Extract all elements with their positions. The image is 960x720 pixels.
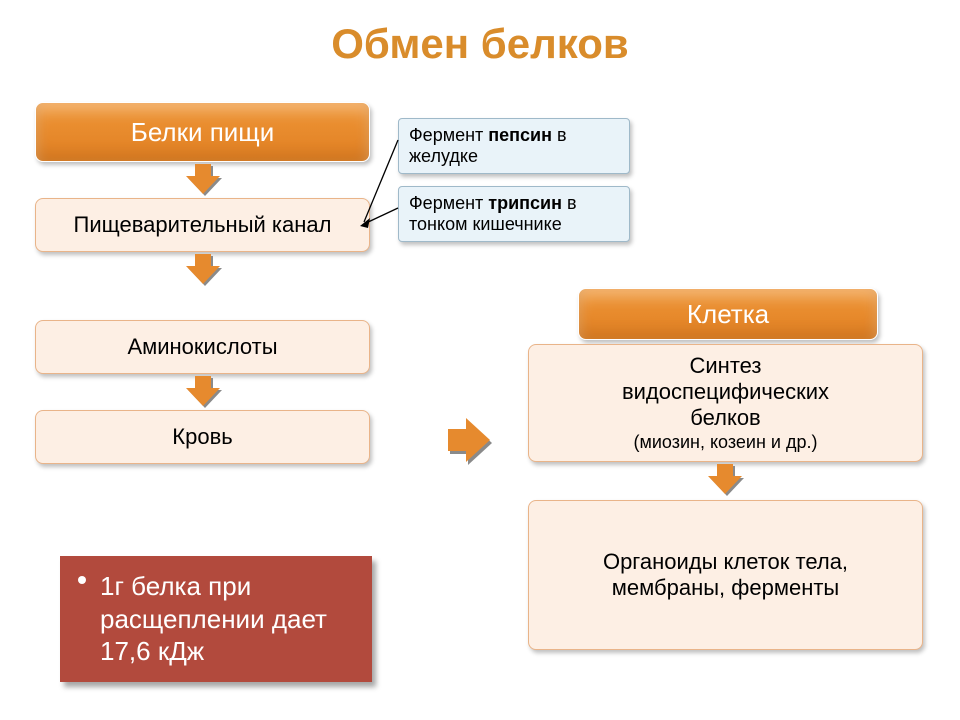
box-synthesis: Синтез видоспецифических белков (миозин,…	[528, 344, 923, 462]
label: Аминокислоты	[127, 334, 277, 360]
label: Кровь	[172, 424, 232, 450]
arrow-down-icon	[708, 464, 742, 496]
box-digestive-tract: Пищеварительный канал	[35, 198, 370, 252]
line-sub: (миозин, козеин и др.)	[634, 432, 818, 454]
line: Синтез	[690, 353, 762, 379]
red-energy-note: 1г белка при расщеплении дает 17,6 кДж	[60, 556, 372, 682]
note-bold: пепсин	[488, 125, 552, 145]
arrow-down-icon	[186, 376, 220, 408]
label: Органоиды клеток тела, мембраны, фермент…	[559, 549, 892, 602]
note-prefix: Фермент	[409, 193, 488, 213]
label: Пищеварительный канал	[74, 212, 332, 238]
connector-lines-icon	[358, 130, 418, 240]
note-trypsin: Фермент трипсин в тонком кишечнике	[398, 186, 630, 242]
arrow-down-icon	[186, 164, 220, 196]
note-bold: трипсин	[488, 193, 562, 213]
note-prefix: Фермент	[409, 125, 488, 145]
note-pepsin: Фермент пепсин в желудке	[398, 118, 630, 174]
box-proteins-food: Белки пищи	[35, 102, 370, 162]
arrow-down-icon	[186, 254, 220, 286]
box-organoids: Органоиды клеток тела, мембраны, фермент…	[528, 500, 923, 650]
line: видоспецифических	[622, 379, 829, 405]
page-title: Обмен белков	[0, 20, 960, 68]
arrow-right-icon	[448, 418, 492, 462]
label: 1г белка при расщеплении дает 17,6 кДж	[100, 571, 327, 666]
box-cell-header: Клетка	[578, 288, 878, 340]
bullet-icon	[78, 576, 86, 584]
box-amino-acids: Аминокислоты	[35, 320, 370, 374]
label: Клетка	[687, 299, 769, 330]
box-blood: Кровь	[35, 410, 370, 464]
line: белков	[690, 405, 761, 431]
label: Белки пищи	[131, 117, 274, 148]
